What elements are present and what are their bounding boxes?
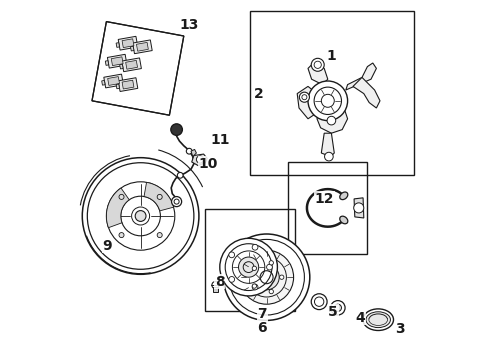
Polygon shape: [105, 60, 109, 66]
Circle shape: [186, 148, 192, 154]
Circle shape: [177, 172, 183, 178]
Circle shape: [280, 275, 284, 279]
Bar: [205, 209, 295, 311]
Ellipse shape: [340, 192, 348, 200]
Polygon shape: [118, 36, 138, 50]
Polygon shape: [122, 80, 134, 89]
Polygon shape: [354, 198, 364, 218]
Circle shape: [223, 234, 310, 320]
Polygon shape: [308, 61, 328, 85]
Polygon shape: [321, 133, 334, 157]
Text: 3: 3: [395, 323, 405, 336]
Circle shape: [252, 284, 257, 288]
Circle shape: [311, 294, 327, 310]
Circle shape: [212, 282, 219, 289]
Bar: [250, 11, 414, 175]
Text: 1: 1: [326, 49, 336, 63]
Circle shape: [119, 194, 124, 199]
Polygon shape: [120, 64, 123, 69]
Text: 4: 4: [355, 311, 365, 324]
Circle shape: [252, 266, 257, 270]
Circle shape: [267, 264, 272, 270]
Polygon shape: [106, 188, 129, 228]
Polygon shape: [213, 287, 218, 292]
Text: 5: 5: [328, 305, 338, 319]
Ellipse shape: [340, 216, 348, 224]
Text: 6: 6: [257, 321, 267, 335]
Polygon shape: [102, 80, 105, 85]
Bar: [288, 162, 368, 254]
Circle shape: [269, 261, 273, 265]
Polygon shape: [133, 40, 152, 54]
Circle shape: [299, 92, 310, 102]
Circle shape: [172, 197, 182, 207]
Polygon shape: [116, 42, 120, 48]
Polygon shape: [92, 22, 184, 115]
Circle shape: [196, 156, 204, 163]
Polygon shape: [137, 42, 148, 51]
Circle shape: [82, 158, 199, 274]
Polygon shape: [104, 74, 123, 88]
Circle shape: [157, 194, 162, 199]
Circle shape: [239, 257, 259, 277]
Circle shape: [311, 58, 324, 71]
Text: 9: 9: [103, 239, 112, 252]
Circle shape: [269, 289, 273, 294]
Circle shape: [354, 203, 364, 213]
Circle shape: [135, 211, 146, 221]
Circle shape: [240, 250, 294, 304]
Polygon shape: [122, 58, 142, 72]
Circle shape: [157, 233, 162, 238]
Text: 11: 11: [211, 133, 230, 147]
Circle shape: [119, 233, 124, 238]
Circle shape: [308, 81, 347, 121]
Polygon shape: [130, 46, 134, 51]
Polygon shape: [125, 60, 138, 69]
Polygon shape: [108, 77, 120, 85]
Text: 7: 7: [257, 307, 267, 321]
Circle shape: [252, 284, 258, 290]
Polygon shape: [297, 86, 319, 119]
Polygon shape: [191, 149, 196, 157]
Text: 8: 8: [215, 275, 225, 288]
Polygon shape: [192, 154, 207, 166]
Circle shape: [220, 238, 277, 296]
Text: 13: 13: [179, 18, 199, 32]
Circle shape: [331, 301, 345, 315]
Polygon shape: [353, 77, 380, 108]
Circle shape: [229, 276, 235, 282]
Circle shape: [229, 252, 235, 258]
Polygon shape: [144, 182, 173, 211]
Text: 2: 2: [254, 87, 264, 100]
Circle shape: [252, 244, 258, 250]
Text: 10: 10: [198, 157, 218, 171]
Polygon shape: [317, 108, 347, 133]
Polygon shape: [122, 39, 134, 48]
Polygon shape: [118, 78, 138, 91]
Polygon shape: [346, 63, 376, 90]
Polygon shape: [111, 57, 123, 66]
Circle shape: [171, 124, 182, 135]
Circle shape: [324, 152, 333, 161]
Circle shape: [334, 304, 342, 311]
Circle shape: [327, 116, 336, 125]
Circle shape: [254, 265, 279, 290]
Ellipse shape: [363, 309, 393, 330]
Polygon shape: [107, 54, 127, 68]
Text: 12: 12: [315, 192, 334, 206]
Polygon shape: [116, 84, 120, 89]
Ellipse shape: [366, 312, 391, 328]
